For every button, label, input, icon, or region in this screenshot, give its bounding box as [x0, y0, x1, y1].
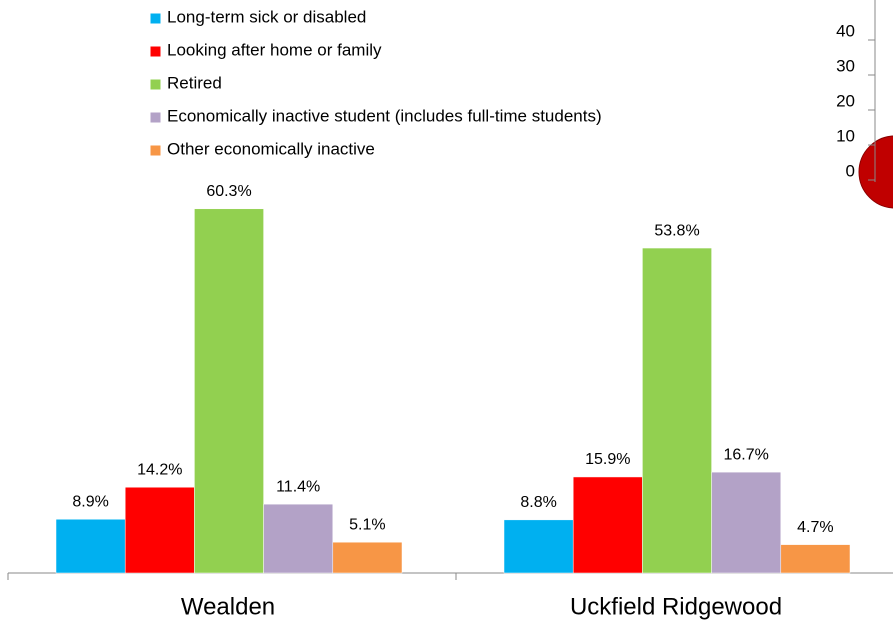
y-tick-label: 30: [836, 56, 855, 75]
data-label: 60.3%: [206, 183, 251, 200]
data-label: 14.2%: [137, 461, 182, 478]
bar: [55, 518, 126, 574]
bar: [194, 208, 264, 574]
bubble-shape: [858, 135, 893, 209]
legend-swatch: [149, 111, 162, 124]
legend-label: Long-term sick or disabled: [167, 7, 366, 26]
y-tick-label: 10: [836, 126, 855, 145]
data-label: 16.7%: [724, 446, 769, 463]
data-label: 15.9%: [585, 451, 630, 468]
data-label: 53.8%: [654, 222, 699, 239]
data-label: 8.8%: [520, 494, 556, 511]
bar: [780, 544, 851, 574]
bar: [572, 476, 643, 574]
bar: [642, 247, 712, 574]
y-tick-label: 20: [836, 91, 855, 110]
legend-label: Other economically inactive: [167, 139, 375, 158]
bar: [503, 519, 574, 574]
bar: [711, 471, 782, 574]
legend-swatch: [149, 12, 162, 25]
x-tick-label: Wealden: [181, 593, 275, 620]
bar: [263, 503, 334, 574]
legend-label: Looking after home or family: [167, 40, 382, 59]
y-tick-label: 0: [846, 161, 855, 180]
data-label: 11.4%: [276, 478, 320, 495]
legend-label: Retired: [167, 73, 222, 92]
bar: [332, 541, 403, 574]
y-tick-label: 40: [836, 21, 855, 40]
bar: [124, 486, 195, 574]
data-label: 8.9%: [72, 493, 108, 510]
legend-swatch: [149, 45, 162, 58]
legend-label: Economically inactive student (includes …: [167, 106, 602, 125]
legend-swatch: [149, 144, 162, 157]
data-label: 4.7%: [797, 519, 833, 536]
legend-swatch: [149, 78, 162, 91]
data-label: 5.1%: [349, 516, 385, 533]
x-tick-label: Uckfield Ridgewood: [570, 593, 782, 620]
